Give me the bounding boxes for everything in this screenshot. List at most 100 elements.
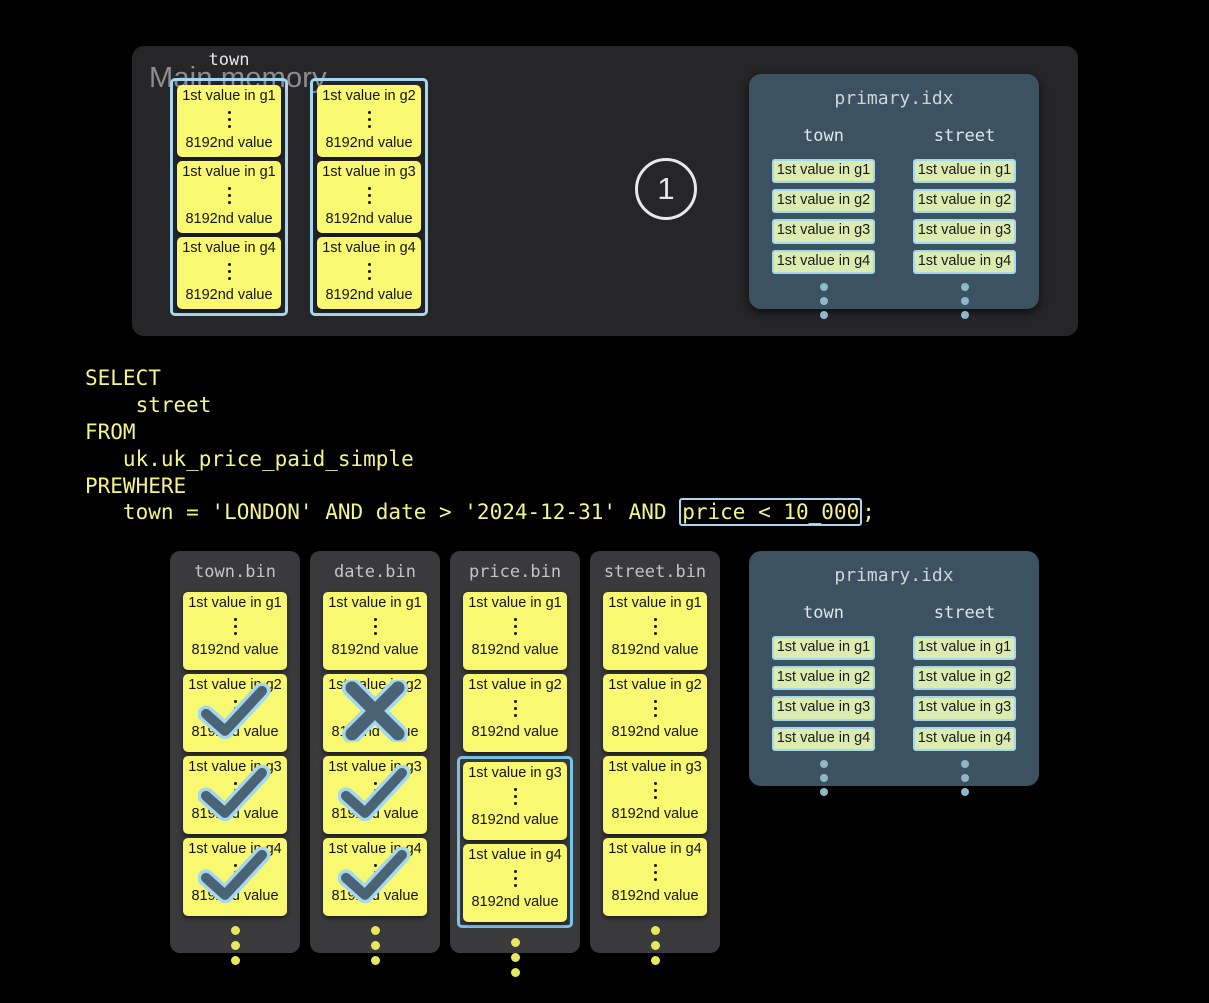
primary-index-mark: 1st value in g3 xyxy=(772,696,875,721)
granule-first-value: 1st value in g2 xyxy=(468,677,562,693)
granule-first-value: 1st value in g1 xyxy=(188,595,282,611)
granule-box: 1st value in g3 8192nd value xyxy=(323,756,427,834)
granule-last-value: 8192nd value xyxy=(191,806,279,823)
granule-last-value: 8192nd value xyxy=(331,642,419,659)
sql-line-conditions-pre: town = 'LONDON' AND date > '2024-12-31' … xyxy=(85,500,680,525)
bin-panel: street.bin 1st value in g1 8192nd value 1st… xyxy=(590,551,720,965)
primary-index-panel-bottom: primary.idx town 1st value in g1 1st value… xyxy=(749,551,1039,796)
vertical-ellipsis xyxy=(467,788,563,806)
bin-granule-stack: 1st value in g1 8192nd value 1st value in … xyxy=(450,592,580,928)
primary-index-column: town 1st value in g1 1st value in g2 1st va… xyxy=(772,126,875,325)
granule-first-value: 1st value in g4 xyxy=(188,841,282,857)
granule-last-value: 8192nd value xyxy=(191,642,279,659)
sql-line-select: SELECT xyxy=(85,366,161,390)
primary-index-panel-top: primary.idx town 1st value in g1 1st value… xyxy=(749,74,1039,319)
granule-last-value: 8192nd value xyxy=(185,287,273,304)
granule-last-value: 8192nd value xyxy=(611,642,699,659)
bin-panel-title: price.bin xyxy=(468,562,562,582)
column-group-label: town xyxy=(208,50,250,70)
sql-line-street: street xyxy=(85,392,212,417)
main-memory-container: Main memory town 1st value in g1 8192nd va… xyxy=(132,46,1078,336)
granule-last-value: 8192nd value xyxy=(611,888,699,905)
granule-first-value: 1st value in g2 xyxy=(188,677,282,693)
sql-highlight-price-condition: price < 10_000 xyxy=(679,498,863,527)
column-group: town 1st value in g1 8192nd value 1st value… xyxy=(170,50,288,316)
bin-ellipsis xyxy=(590,926,720,965)
primary-index-column-header: town xyxy=(803,126,844,146)
granule-last-value: 8192nd value xyxy=(471,724,559,741)
granule-first-value: 1st value in g4 xyxy=(182,240,276,256)
granule-box: 1st value in g1 8192nd value xyxy=(603,592,707,670)
vertical-ellipsis xyxy=(467,700,563,718)
bin-granule-stack: 1st value in g1 8192nd value 1st value in … xyxy=(310,592,440,916)
sql-line-conditions-post: ; xyxy=(862,500,875,525)
bin-panel-title: date.bin xyxy=(334,562,416,582)
granule-first-value: 1st value in g3 xyxy=(608,759,702,775)
granule-first-value: 1st value in g3 xyxy=(328,759,422,775)
vertical-ellipsis xyxy=(321,263,417,281)
granule-first-value: 1st value in g2 xyxy=(328,677,422,693)
granule-box: 1st value in g4 8192nd value xyxy=(323,838,427,916)
granule-box: 1st value in g4 8192nd value xyxy=(317,237,421,309)
bin-ellipsis xyxy=(170,926,300,965)
granule-last-value: 8192nd value xyxy=(611,806,699,823)
primary-index-column-header: street xyxy=(933,126,996,146)
primary-index-ellipsis xyxy=(772,759,875,796)
primary-index-ellipsis xyxy=(772,282,875,319)
primary-index-mark: 1st value in g3 xyxy=(913,696,1016,721)
primary-index-ellipsis xyxy=(913,282,1016,319)
vertical-ellipsis xyxy=(187,618,283,636)
bin-ellipsis xyxy=(310,926,440,965)
vertical-ellipsis xyxy=(187,782,283,800)
vertical-ellipsis xyxy=(467,870,563,888)
vertical-ellipsis xyxy=(327,782,423,800)
granule-first-value: 1st value in g2 xyxy=(608,677,702,693)
granule-first-value: 1st value in g3 xyxy=(322,164,416,180)
primary-index-mark: 1st value in g1 xyxy=(772,636,875,661)
primary-index-mark: 1st value in g2 xyxy=(772,666,875,691)
granule-first-value: 1st value in g2 xyxy=(322,88,416,104)
granule-box: 1st value in g1 8192nd value xyxy=(177,85,281,157)
vertical-ellipsis xyxy=(607,700,703,718)
sql-line-from: FROM xyxy=(85,419,136,444)
granule-box: 1st value in g4 8192nd value xyxy=(183,838,287,916)
bin-ellipsis xyxy=(450,938,580,977)
vertical-ellipsis xyxy=(607,864,703,882)
granule-last-value: 8192nd value xyxy=(331,888,419,905)
granule-box: 1st value in g4 8192nd value xyxy=(463,844,567,922)
granule-last-value: 8192nd value xyxy=(185,211,273,228)
granule-first-value: 1st value in g1 xyxy=(328,595,422,611)
granule-first-value: 1st value in g1 xyxy=(182,88,276,104)
primary-index-columns: town 1st value in g1 1st value in g2 1st va… xyxy=(749,126,1039,325)
primary-index-mark: 1st value in g4 xyxy=(772,249,875,274)
granule-box: 1st value in g3 8192nd value xyxy=(317,161,421,233)
primary-index-ellipsis xyxy=(913,759,1016,796)
vertical-ellipsis xyxy=(187,864,283,882)
granule-box: 1st value in g2 8192nd value xyxy=(183,674,287,752)
primary-index-mark: 1st value in g1 xyxy=(913,636,1016,661)
vertical-ellipsis xyxy=(327,700,423,718)
primary-index-title: primary.idx xyxy=(834,565,954,586)
step-badge-1: 1 xyxy=(635,158,697,220)
primary-index-mark: 1st value in g1 xyxy=(772,159,875,184)
granule-last-value: 8192nd value xyxy=(471,642,559,659)
vertical-ellipsis xyxy=(467,618,563,636)
granule-box: 1st value in g1 8192nd value xyxy=(463,592,567,670)
primary-index-mark: 1st value in g4 xyxy=(913,249,1016,274)
bin-panel-title: town.bin xyxy=(194,562,276,582)
granule-last-value: 8192nd value xyxy=(191,888,279,905)
primary-index-column: street 1st value in g1 1st value in g2 1st … xyxy=(913,126,1016,325)
granule-last-value: 8192nd value xyxy=(331,806,419,823)
primary-index-mark: 1st value in g2 xyxy=(913,189,1016,214)
primary-index-mark: 1st value in g2 xyxy=(913,666,1016,691)
vertical-ellipsis xyxy=(181,111,277,129)
primary-index-column: street 1st value in g1 1st value in g2 1st … xyxy=(913,603,1016,802)
primary-index-title: primary.idx xyxy=(834,88,954,109)
vertical-ellipsis xyxy=(607,782,703,800)
granule-box: 1st value in g2 8192nd value xyxy=(603,674,707,752)
primary-index-mark: 1st value in g3 xyxy=(772,219,875,244)
vertical-ellipsis xyxy=(187,700,283,718)
granule-first-value: 1st value in g4 xyxy=(322,240,416,256)
granule-box: 1st value in g4 8192nd value xyxy=(603,838,707,916)
sql-query: SELECT street FROM uk.uk_price_paid_simp… xyxy=(85,365,875,527)
